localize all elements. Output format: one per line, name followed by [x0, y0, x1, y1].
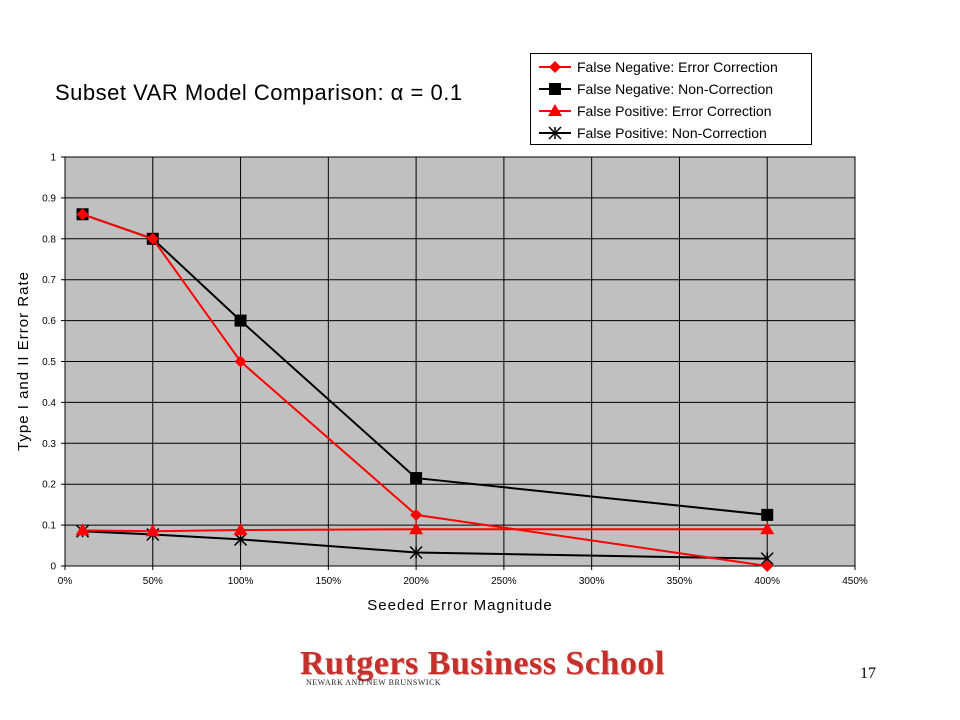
- legend-marker: [548, 104, 562, 116]
- series-diamond: [76, 208, 774, 572]
- y-tick-labels: 0 0.1 0.2 0.3 0.4 0.5 0.6 0.7 0.8 0.9 1: [42, 153, 56, 573]
- data-point: [145, 524, 160, 537]
- data-point: [409, 545, 423, 560]
- data-point: [234, 532, 248, 546]
- legend-item: False Negative: Error Correction: [537, 57, 811, 77]
- data-point: [410, 472, 423, 485]
- legend-label: False Positive: Error Correction: [577, 103, 772, 119]
- y-tick-label: 0.9: [42, 193, 56, 204]
- y-tick-label: 0.3: [42, 439, 56, 450]
- y-tick-label: 0.6: [42, 316, 56, 327]
- data-point: [761, 560, 774, 572]
- legend-item: False Negative: Non-Correction: [537, 79, 811, 99]
- page-number: 17: [860, 665, 876, 682]
- plot-area: [61, 156, 856, 570]
- legend-swatch-diamond: [539, 61, 571, 73]
- data-point: [410, 508, 423, 521]
- data-point: [760, 522, 775, 535]
- line-chart: 0% 50% 100% 150% 200% 250% 300% 350% 400% 450% 00…: [15, 153, 868, 615]
- rutgers-logo: Rutgers Business School NEWARK AND NEW B…: [300, 645, 670, 690]
- y-tick-label: 0.8: [42, 234, 56, 245]
- x-tick-label: 150%: [316, 576, 342, 587]
- legend-label: False Negative: Error Correction: [577, 59, 778, 75]
- x-tick-label: 350%: [667, 576, 693, 587]
- legend-marker: [549, 83, 561, 95]
- x-axis-label: Seeded Error Magnitude: [367, 597, 552, 614]
- x-tick-label: 100%: [228, 576, 254, 587]
- y-tick-label: 1: [50, 153, 56, 164]
- data-point: [75, 523, 90, 536]
- y-tick-label: 0.4: [42, 398, 56, 409]
- data-point: [409, 522, 424, 535]
- y-tick-label: 0.1: [42, 521, 56, 532]
- chart-title: Subset VAR Model Comparison: α = 0.1: [55, 80, 463, 105]
- legend-item: False Positive: Non-Correction: [537, 123, 811, 143]
- data-point: [234, 314, 247, 327]
- x-tick-label: 50%: [143, 576, 163, 587]
- legend-marker: [549, 61, 561, 73]
- x-tick-label: 250%: [491, 576, 517, 587]
- legend-swatch-star: [539, 126, 571, 140]
- y-tick-label: 0.5: [42, 357, 56, 368]
- x-tick-label: 400%: [754, 576, 780, 587]
- legend-swatch-square: [539, 83, 571, 95]
- x-tick-label: 300%: [579, 576, 605, 587]
- logo-text: Rutgers Business School: [300, 645, 665, 682]
- legend-label: False Negative: Non-Correction: [577, 81, 774, 97]
- chart-legend: False Negative: Error Correction False N…: [530, 53, 812, 145]
- y-tick-label: 0: [50, 562, 56, 573]
- series-lines: [75, 208, 775, 572]
- series-triangle: [75, 522, 775, 537]
- logo-subtext: NEWARK AND NEW BRUNSWICK: [306, 678, 442, 687]
- y-axis-label: Type I and II Error Rate: [15, 271, 32, 451]
- x-tick-label: 0%: [58, 576, 73, 587]
- legend-label: False Positive: Non-Correction: [577, 125, 767, 141]
- data-point: [761, 508, 774, 521]
- data-point: [233, 523, 248, 536]
- x-tick-label: 450%: [842, 576, 868, 587]
- x-tick-labels: 0% 50% 100% 150% 200% 250% 300% 350% 400% 450%: [58, 576, 868, 587]
- legend-marker: [548, 126, 562, 140]
- legend-swatch-triangle: [539, 104, 571, 116]
- data-point: [146, 232, 159, 245]
- y-tick-label: 0.2: [42, 480, 56, 491]
- data-point: [76, 208, 89, 221]
- legend-item: False Positive: Error Correction: [537, 101, 811, 121]
- data-point: [234, 355, 247, 368]
- x-tick-label: 200%: [403, 576, 429, 587]
- y-tick-label: 0.7: [42, 275, 56, 286]
